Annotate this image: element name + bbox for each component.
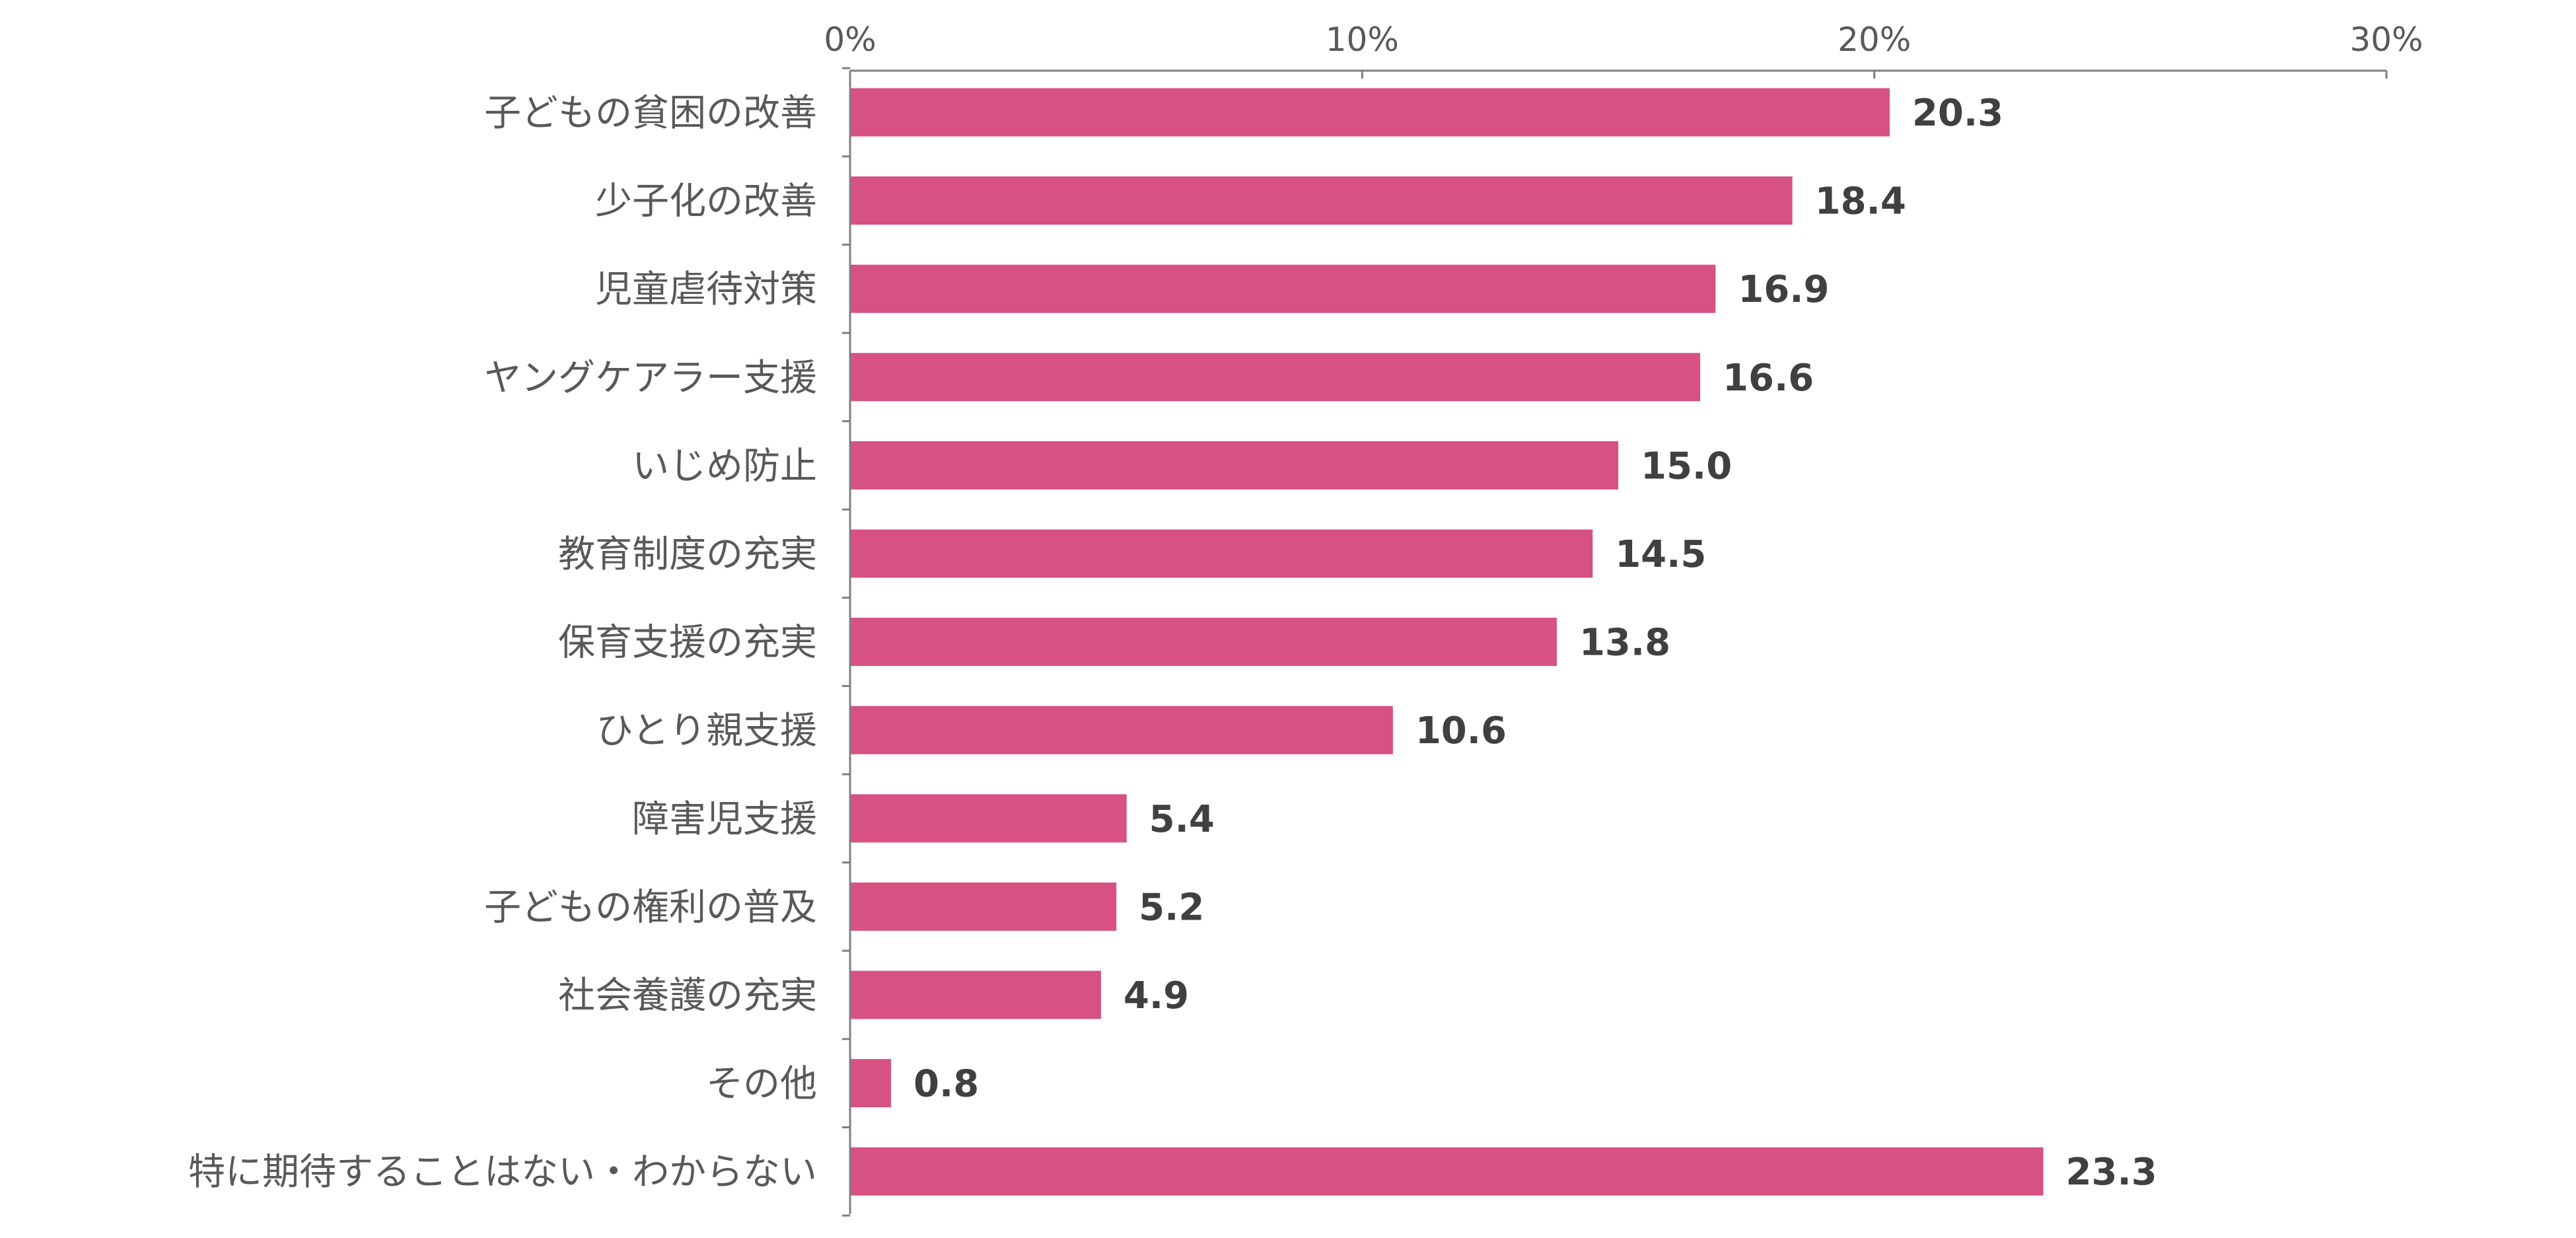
bar [851, 618, 1557, 667]
bar [851, 529, 1593, 578]
x-tick-label: 10% [1326, 20, 1399, 59]
x-tick-label: 0% [824, 20, 876, 59]
bar [851, 441, 1618, 490]
bar [851, 264, 1716, 313]
category-label: 少子化の改善 [595, 180, 817, 223]
category-label: 子どもの権利の普及 [484, 886, 817, 929]
value-labels: 20.3 18.4 16.9 16.6 15.0 14.5 13.8 10.6 5.4 5.2 4.… [913, 92, 2157, 1194]
value-label: 23.3 [2066, 1151, 2157, 1194]
value-label: 16.9 [1738, 268, 1829, 311]
bar [851, 88, 1890, 137]
value-label: 20.3 [1912, 92, 2003, 135]
x-tick-label: 20% [1838, 20, 1911, 59]
category-label: ヤングケアラー支援 [484, 357, 817, 400]
bar [851, 1147, 2044, 1196]
value-label: 5.4 [1149, 798, 1215, 841]
bars [851, 88, 2044, 1196]
value-label: 5.2 [1139, 886, 1204, 929]
category-label: 特に期待することはない・わからない [188, 1151, 817, 1194]
category-label: その他 [706, 1063, 817, 1106]
bar [851, 882, 1117, 931]
bar [851, 706, 1393, 754]
x-tick-label: 30% [2349, 20, 2423, 59]
value-label: 10.6 [1415, 710, 1507, 752]
bar [851, 1059, 892, 1108]
x-axis: 0% 10% 20% 30% [824, 20, 2423, 79]
y-axis [842, 67, 851, 1217]
bar [851, 176, 1793, 225]
category-label: ひとり親支援 [596, 710, 817, 752]
category-label: 子どもの貧困の改善 [484, 92, 817, 135]
value-label: 16.6 [1723, 357, 1814, 400]
value-label: 15.0 [1641, 445, 1732, 488]
value-label: 18.4 [1815, 180, 1906, 223]
category-label: 児童虐待対策 [595, 268, 817, 311]
bar [851, 794, 1127, 843]
bar [851, 353, 1701, 402]
value-label: 14.5 [1615, 533, 1706, 576]
category-label: いじめ防止 [632, 445, 817, 488]
value-label: 4.9 [1124, 974, 1189, 1017]
category-label: 社会養護の充実 [558, 974, 817, 1017]
value-label: 0.8 [913, 1063, 979, 1106]
category-labels: 子どもの貧困の改善少子化の改善児童虐待対策ヤングケアラー支援いじめ防止教育制度の… [188, 92, 817, 1194]
category-label: 障害児支援 [632, 798, 817, 841]
bar [851, 970, 1101, 1019]
category-label: 保育支援の充実 [558, 622, 817, 665]
value-label: 13.8 [1579, 622, 1670, 665]
category-label: 教育制度の充実 [558, 533, 817, 576]
